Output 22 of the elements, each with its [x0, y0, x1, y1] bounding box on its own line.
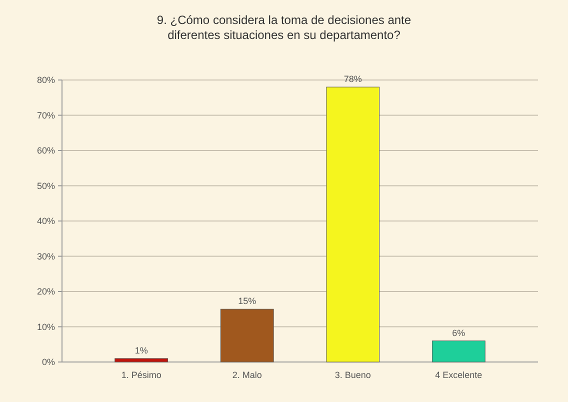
y-tick-label: 10%	[36, 322, 55, 332]
data-label: 78%	[344, 74, 362, 84]
bar	[432, 340, 486, 362]
y-tick-label: 70%	[36, 110, 55, 120]
y-tick-label: 40%	[36, 216, 55, 226]
x-tick-label: 3. Bueno	[334, 370, 371, 380]
x-tick-label: 1. Pésimo	[121, 370, 162, 380]
bar	[220, 308, 274, 362]
y-tick-label: 60%	[36, 146, 55, 156]
y-tick-label: 20%	[36, 286, 55, 297]
chart-title: 9. ¿Cómo considera la toma de decisiones ante diferentes situaciones en su departamento?	[156, 13, 412, 42]
bar	[326, 86, 380, 362]
x-tick-label: 4 Excelente	[435, 370, 482, 380]
y-tick-label: 80%	[36, 75, 55, 86]
data-label: 6%	[452, 328, 466, 338]
y-tick-label: 0%	[42, 357, 55, 368]
data-label: 1%	[134, 345, 148, 356]
bar	[114, 358, 168, 362]
y-tick-label: 50%	[36, 180, 55, 191]
x-tick-label: 2. Malo	[232, 370, 262, 380]
y-tick-label: 30%	[36, 251, 55, 262]
data-label: 15%	[238, 296, 256, 306]
